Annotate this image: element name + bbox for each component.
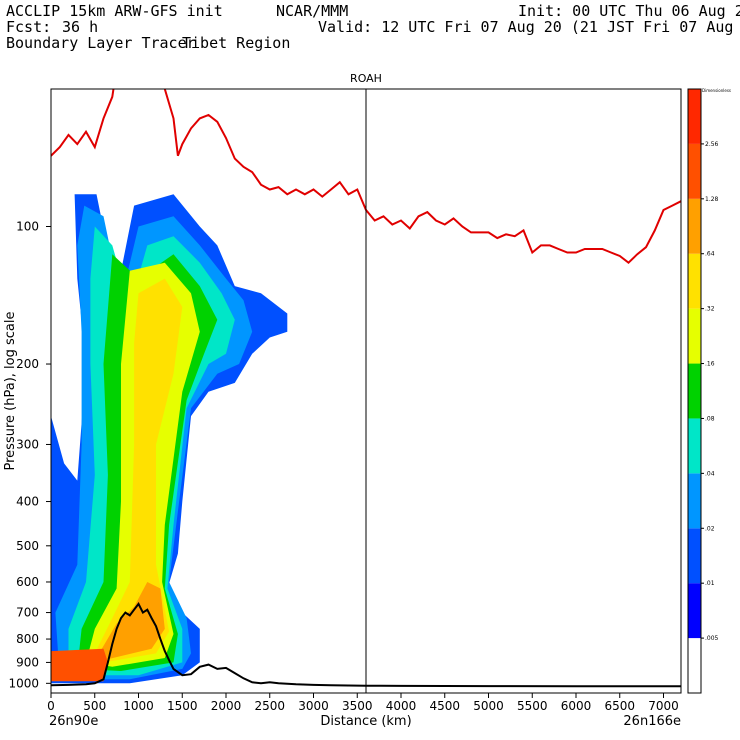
x-tick-label: 4000 (386, 699, 417, 713)
colorbar-level-label: .16 (705, 361, 715, 368)
y-tick-label: 800 (16, 632, 39, 646)
y-tick-label: 900 (16, 655, 39, 669)
tracer-region-p32 (94, 278, 183, 663)
colorbar-level-label: .005 (705, 635, 719, 642)
x-tick-label: 3000 (298, 699, 329, 713)
colorbar-swatch (688, 528, 701, 584)
y-tick-label: 200 (16, 357, 39, 371)
x-tick-label: 6500 (604, 699, 635, 713)
x-axis-label: Distance (km) (320, 714, 411, 729)
colorbar-swatch (688, 363, 701, 419)
org-label: NCAR/MMM (276, 2, 349, 20)
valid-time: Valid: 12 UTC Fri 07 Aug 20 (21 JST Fri … (318, 18, 740, 36)
colorbar-swatch (688, 583, 701, 639)
y-tick-label: 700 (16, 606, 39, 620)
colorbar-swatch (688, 143, 701, 199)
colorbar-level-label: .04 (705, 470, 715, 477)
colorbar-swatch (688, 418, 701, 474)
colorbar-level-label: .32 (705, 306, 715, 313)
colorbar-units-label: Dimensionless (702, 88, 731, 93)
tracer-region-p64 (99, 582, 165, 661)
tracer-region-1p28 (51, 648, 108, 682)
colorbar-level-label: .01 (705, 580, 715, 587)
init-time: Init: 00 UTC Thu 06 Aug 20 (518, 2, 740, 20)
model-title: ACCLIP 15km ARW-GFS init (6, 2, 223, 20)
colorbar-level-label: .64 (705, 251, 715, 258)
colorbar-level-label: .02 (705, 525, 715, 532)
x-tick-label: 3500 (342, 699, 373, 713)
plot-frame (50, 88, 682, 694)
y-axis-label: Pressure (hPa), log scale (3, 312, 18, 471)
product-name: Boundary Layer Tracer (6, 34, 196, 52)
right-endpoint-label: 26n166e (623, 714, 681, 729)
y-tick-label: 300 (16, 437, 39, 451)
y-tick-label: 1000 (8, 676, 39, 690)
y-tick-label: 100 (16, 220, 39, 234)
colorbar-swatch (688, 253, 701, 309)
x-tick-label: 2500 (254, 699, 285, 713)
region-name: Tibet Region (182, 34, 291, 52)
forecast-hour: 36 h (62, 18, 99, 36)
x-tick-label: 5500 (517, 699, 548, 713)
y-tick-label: 600 (16, 575, 39, 589)
x-tick-label: 1500 (167, 699, 198, 713)
x-tick-label: 6000 (561, 699, 592, 713)
y-tick-label: 500 (16, 539, 39, 553)
x-tick-label: 0 (47, 699, 55, 713)
colorbar-frame (687, 88, 702, 694)
left-endpoint-label: 26n90e (49, 714, 98, 729)
colorbar-level-label: .08 (705, 415, 715, 422)
colorbar-swatch (688, 89, 701, 144)
forecast-label: Fcst: (6, 18, 52, 36)
colorbar-swatch (688, 198, 701, 254)
x-tick-label: 500 (83, 699, 106, 713)
colorbar-level-label: 1.28 (705, 196, 719, 203)
y-tick-label: 400 (16, 495, 39, 509)
x-tick-label: 7000 (648, 699, 679, 713)
colorbar-swatch (688, 638, 701, 693)
x-tick-label: 4500 (429, 699, 460, 713)
x-tick-label: 1000 (123, 699, 154, 713)
colorbar-level-label: 2.56 (705, 141, 719, 148)
terrain-line (51, 602, 681, 688)
tropopause-line (51, 89, 681, 265)
chart-title: ROAH (350, 72, 382, 85)
x-tick-label: 5000 (473, 699, 504, 713)
colorbar-swatch (688, 473, 701, 529)
colorbar-swatch (688, 308, 701, 364)
x-tick-label: 2000 (211, 699, 242, 713)
